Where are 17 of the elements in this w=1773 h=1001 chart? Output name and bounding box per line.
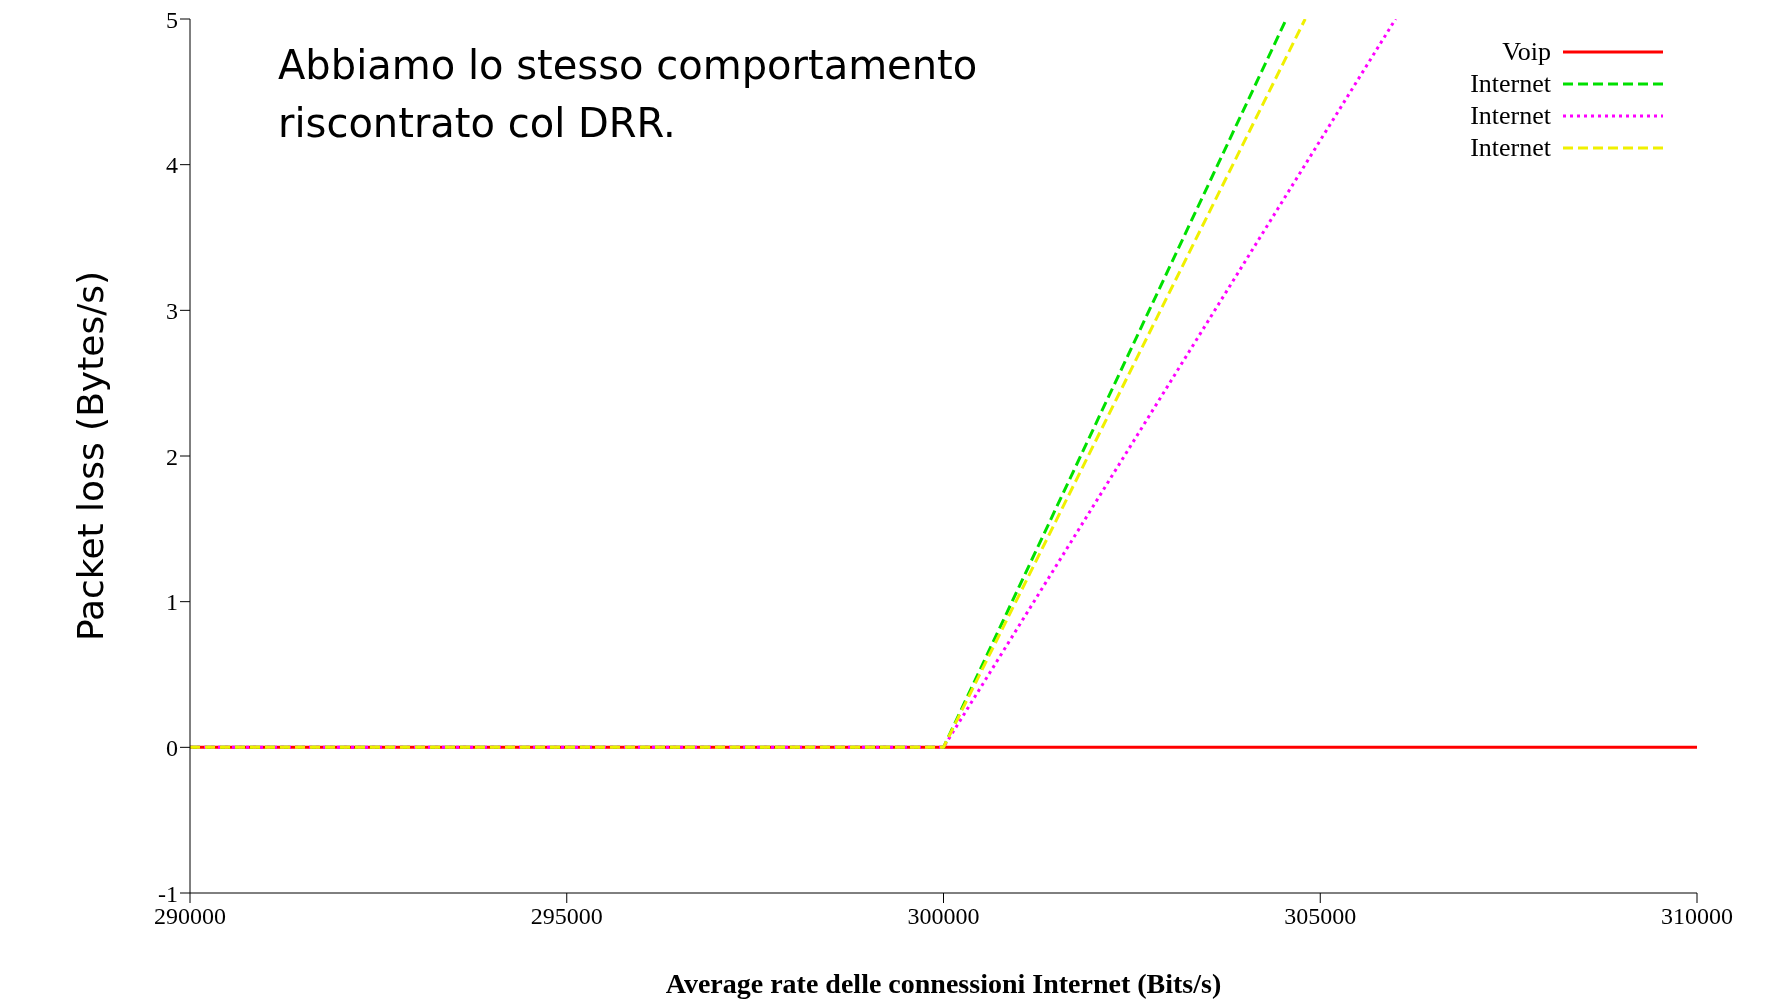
y-tick-label: 2 [166, 443, 178, 470]
annotation: Abbiamo lo stesso comportamento riscontrato col DRR. [278, 41, 979, 148]
y-axis-title: Packet loss (Bytes/s) [69, 270, 111, 642]
legend-label: Internet [1470, 133, 1551, 163]
x-tick-label: 310000 [1661, 903, 1733, 930]
y-tick-label: 4 [166, 152, 178, 179]
x-tick-label: 295000 [530, 903, 603, 930]
x-tick-label: 300000 [907, 903, 980, 930]
legend-label: Voip [1502, 37, 1551, 67]
y-tick-label: 3 [166, 297, 178, 324]
y-tick-label: 1 [166, 589, 178, 616]
legend-label: Internet [1470, 101, 1551, 131]
legend-label: Internet [1470, 69, 1551, 99]
y-tick-label: 0 [166, 734, 178, 761]
y-tick-label: 5 [166, 6, 178, 33]
x-axis-title: Average rate delle connessioni Internet (Bits/s) [665, 967, 1222, 999]
x-tick-label: 305000 [1284, 903, 1357, 930]
